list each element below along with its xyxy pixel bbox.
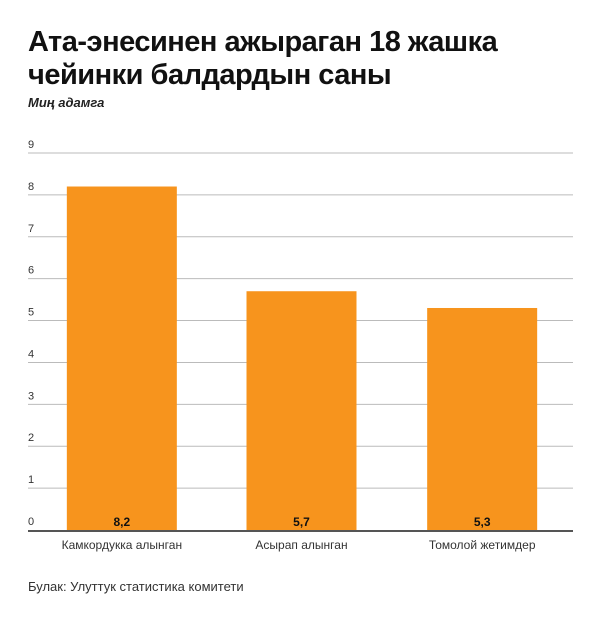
y-tick-label: 3 [28,390,34,402]
y-tick-label: 5 [28,307,34,319]
y-tick-label: 2 [28,432,34,444]
bar [427,307,538,530]
bar [246,291,357,530]
x-tick-label: Камкордукка алынган [62,538,183,552]
bar-value-label: 8,2 [113,515,130,529]
bar-value-label: 5,3 [474,515,491,529]
y-tick-label: 0 [28,516,34,528]
y-tick-label: 8 [28,181,34,193]
chart-subtitle: Миң адамга [28,95,105,110]
bar-value-label: 5,7 [293,515,310,529]
y-tick-label: 9 [28,139,34,151]
y-tick-label: 4 [28,348,34,360]
bar [66,186,177,530]
y-tick-label: 6 [28,265,34,277]
y-tick-label: 7 [28,223,34,235]
x-tick-label: Асырап алынган [255,538,347,552]
chart-title: Ата-энесинен ажыраган 18 жашка чейинки б… [28,26,498,91]
x-tick-label: Томолой жетимдер [429,538,536,552]
source-note: Булак: Улуттук статистика комитети [28,579,244,594]
y-tick-label: 1 [28,474,34,486]
